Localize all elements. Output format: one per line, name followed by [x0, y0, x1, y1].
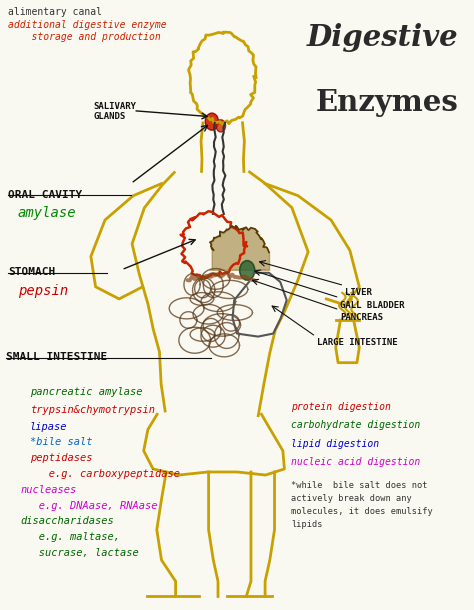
Text: pancreatic amylase: pancreatic amylase: [30, 387, 142, 397]
Text: *while  bile salt does not
actively break down any
molecules, it does emulsify
l: *while bile salt does not actively break…: [291, 481, 433, 529]
Text: Enzymes: Enzymes: [315, 88, 458, 117]
Text: carbohydrate digestion: carbohydrate digestion: [291, 420, 420, 431]
Text: LARGE INTESTINE: LARGE INTESTINE: [317, 339, 398, 348]
Circle shape: [205, 113, 219, 130]
Text: lipase: lipase: [30, 422, 67, 432]
Text: storage and production: storage and production: [9, 32, 161, 41]
Text: nucleic acid digestion: nucleic acid digestion: [291, 457, 420, 467]
Text: PANCREAS: PANCREAS: [340, 313, 383, 322]
Text: Digestive: Digestive: [307, 23, 458, 52]
Text: sucrase, lactase: sucrase, lactase: [20, 548, 139, 558]
Text: nucleases: nucleases: [20, 485, 76, 495]
Text: LIVER: LIVER: [345, 288, 372, 297]
Text: ORAL CAVITY: ORAL CAVITY: [9, 190, 82, 199]
Text: protein digestion: protein digestion: [291, 402, 391, 412]
Text: disaccharidases: disaccharidases: [20, 516, 114, 526]
Text: peptidases: peptidases: [30, 453, 92, 463]
Text: SALIVARY
GLANDS: SALIVARY GLANDS: [93, 102, 136, 121]
Text: STOMACH: STOMACH: [9, 267, 56, 278]
Text: e.g. DNAase, RNAase: e.g. DNAase, RNAase: [20, 501, 158, 511]
Text: *bile salt: *bile salt: [30, 437, 92, 447]
Text: SMALL INTESTINE: SMALL INTESTINE: [6, 353, 107, 362]
Text: pepsin: pepsin: [18, 284, 68, 298]
Text: e.g. carboxypeptidase: e.g. carboxypeptidase: [30, 469, 180, 479]
Circle shape: [240, 260, 255, 280]
Text: trypsin&chymotrypsin: trypsin&chymotrypsin: [30, 405, 155, 415]
Text: e.g. maltase,: e.g. maltase,: [20, 532, 120, 542]
Text: additional digestive enzyme: additional digestive enzyme: [9, 20, 167, 30]
Text: lipid digestion: lipid digestion: [291, 439, 379, 448]
Circle shape: [216, 120, 226, 132]
Text: alimentary canal: alimentary canal: [9, 7, 102, 18]
Text: amylase: amylase: [18, 206, 76, 220]
Text: GALL BLADDER: GALL BLADDER: [340, 301, 405, 310]
